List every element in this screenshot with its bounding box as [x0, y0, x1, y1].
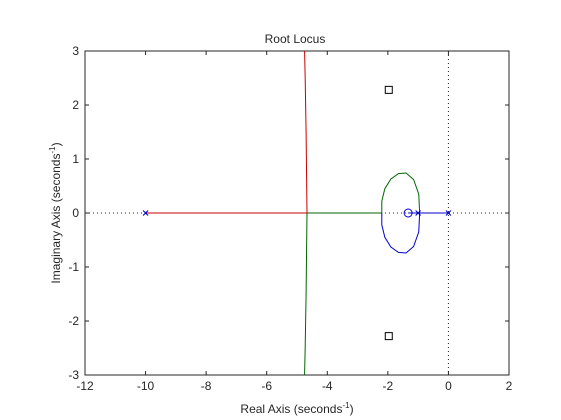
x-axis-label-tail: ): [350, 402, 354, 416]
y-axis-ticks: -3 -2 -1 0 1 2 3: [68, 44, 509, 382]
pole-marker-stroke-b: [142, 210, 149, 216]
pole-zero-markers: [142, 85, 452, 341]
x-tick-label-4: -6: [261, 379, 272, 393]
pole-marker-2: [415, 210, 421, 216]
pole-marker-stroke-b: [415, 210, 421, 216]
y-axis-label-tail: ): [49, 142, 63, 146]
locus-branch-1: [145, 51, 308, 214]
pole-marker-3: [445, 210, 452, 216]
y-axis-label: Imaginary Axis (seconds-1): [48, 142, 63, 283]
pole-marker-1: [142, 210, 149, 216]
locus-branch-2: [304, 212, 308, 375]
zero-marker-1: [403, 208, 413, 218]
y-tick-label-1: -3: [68, 368, 79, 382]
y-axis-label-sup: -1: [48, 146, 57, 154]
square-marker-1: [384, 85, 393, 94]
y-tick-label-4: 0: [72, 206, 79, 220]
x-tick-label-6: -2: [383, 379, 394, 393]
x-tick-label-5: -4: [322, 379, 333, 393]
locus-branch-3: [306, 172, 421, 214]
x-tick-label-8: 2: [506, 379, 513, 393]
x-axis-label-sup: -1: [342, 401, 350, 410]
x-axis-ticks: -12 -10 -8 -6 -4 -2 0 2: [76, 51, 513, 393]
x-tick-label-2: -10: [137, 379, 155, 393]
y-tick-label-3: -1: [68, 260, 79, 274]
y-axis-label-text: Imaginary Axis (seconds: [49, 154, 63, 284]
y-tick-label-7: 3: [72, 44, 79, 58]
x-tick-label-1: -12: [76, 379, 94, 393]
y-tick-label-6: 2: [72, 98, 79, 112]
locus-branch-4: [381, 212, 421, 254]
locus-branches: [145, 51, 449, 375]
pole-marker-stroke-b: [445, 210, 452, 216]
chart-title: Root Locus: [265, 32, 326, 46]
x-axis-label-text: Real Axis (seconds: [240, 402, 342, 416]
x-tick-label-7: 0: [445, 379, 452, 393]
x-tick-label-3: -8: [201, 379, 212, 393]
y-tick-label-5: 1: [72, 152, 79, 166]
square-marker-2: [384, 332, 393, 341]
y-tick-label-2: -2: [68, 314, 79, 328]
x-axis-label: Real Axis (seconds-1): [240, 401, 353, 416]
